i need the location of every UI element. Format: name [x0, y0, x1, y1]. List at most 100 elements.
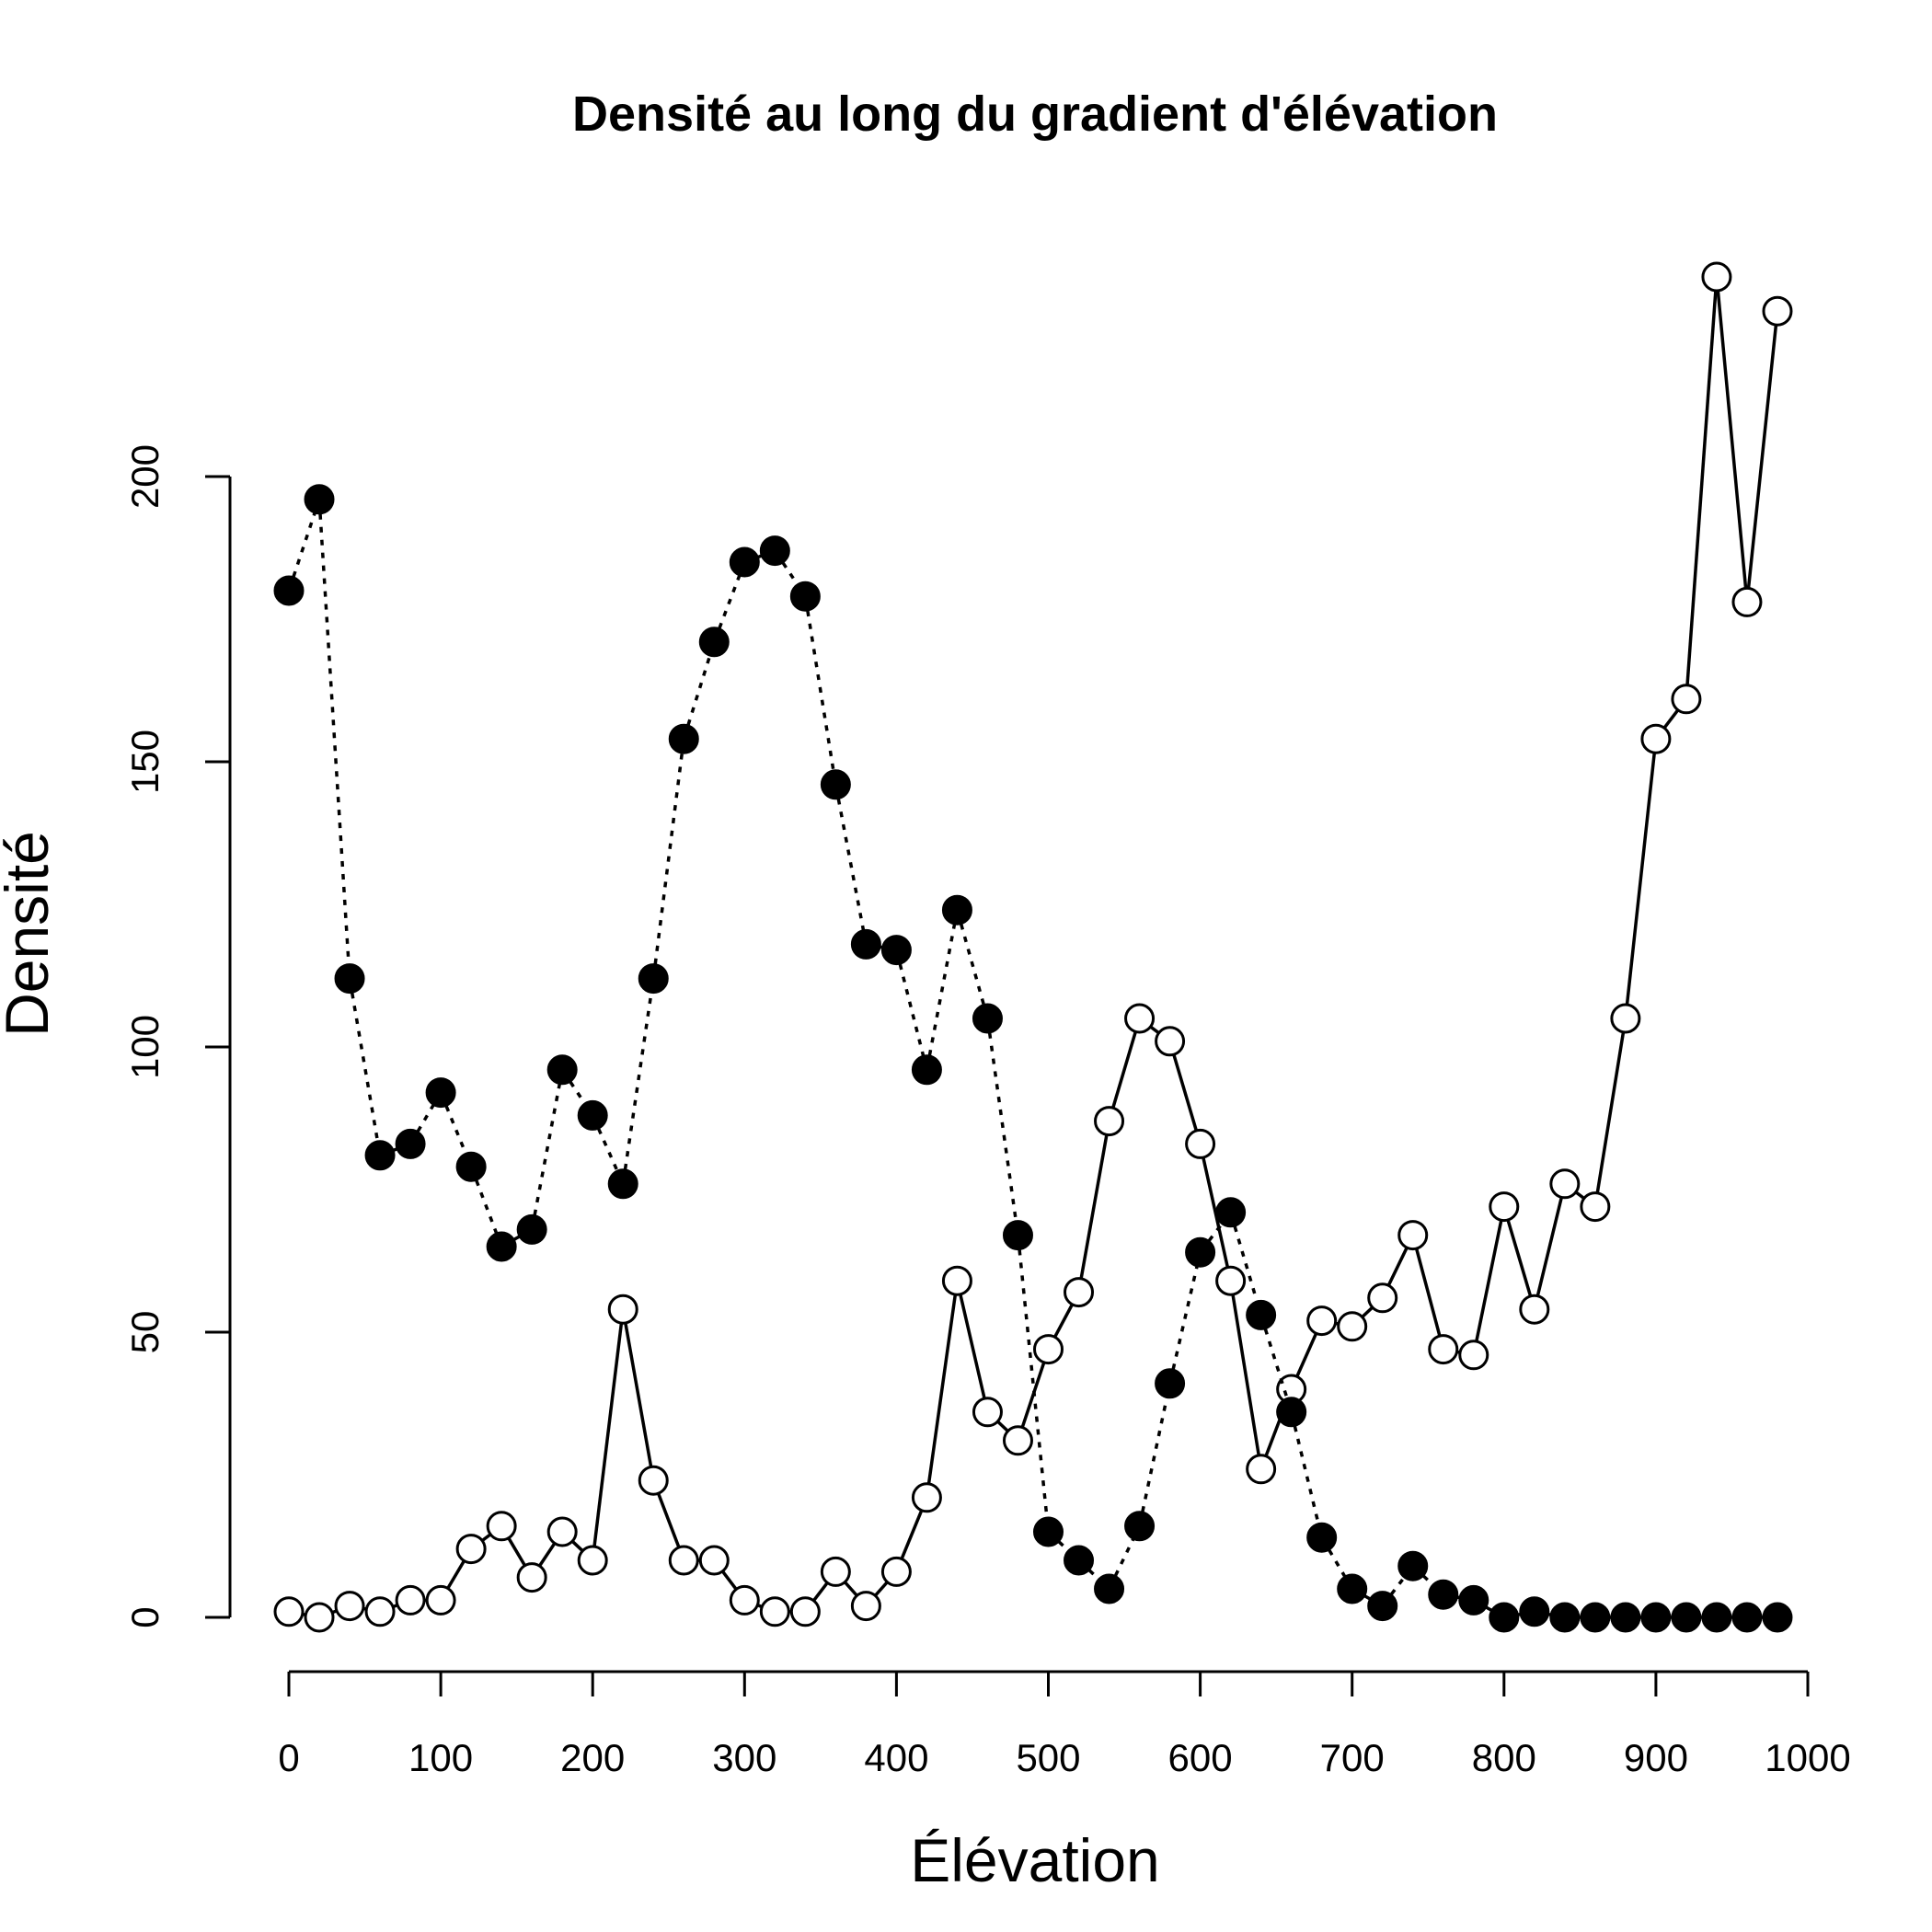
series-1-segment	[1018, 1249, 1049, 1518]
series-2-segment	[1663, 709, 1679, 729]
series-1-segment	[393, 1147, 397, 1152]
data-point-filled	[1155, 1368, 1186, 1399]
data-point-open	[1731, 586, 1763, 617]
x-axis-title: Élévation	[910, 1826, 1160, 1894]
series-2-segment	[1264, 1402, 1288, 1456]
series-1-segment	[444, 1105, 467, 1155]
data-point-open	[607, 1294, 638, 1325]
data-point-filled	[607, 1168, 638, 1200]
data-point-open	[1306, 1305, 1338, 1337]
series-2-segment	[1746, 325, 1778, 588]
y-axis-title: Densité	[0, 831, 61, 1037]
series-1-segment	[1263, 1328, 1289, 1399]
data-point-filled	[516, 1213, 547, 1245]
data-point-filled	[880, 935, 912, 966]
x-axis: 0 100 200 300 400 500 600 700 800 900 1000	[278, 1670, 1851, 1779]
series-2	[273, 261, 1793, 1633]
x-tick-label: 300	[712, 1736, 776, 1779]
data-point-open	[1762, 295, 1793, 327]
series-2-segment	[1079, 1135, 1109, 1279]
x-tick-label: 400	[864, 1736, 928, 1779]
series-2-segment	[1535, 1197, 1563, 1296]
series-2-segment	[874, 1581, 889, 1596]
series-2-segment	[538, 1543, 556, 1567]
series-1-segment	[927, 924, 957, 1056]
data-point-filled	[395, 1128, 426, 1159]
data-point-filled	[1458, 1584, 1489, 1616]
series-1-segment	[1087, 1569, 1100, 1581]
series-1-segment	[569, 1081, 586, 1105]
series-2-segment	[446, 1560, 466, 1589]
data-point-filled	[1215, 1197, 1247, 1228]
data-point-open	[1458, 1340, 1489, 1371]
x-tick-label: 600	[1168, 1736, 1233, 1779]
x-tick-label: 700	[1320, 1736, 1385, 1779]
data-point-open	[972, 1397, 1003, 1428]
data-point-open	[1580, 1191, 1611, 1223]
series-1-segment	[1422, 1574, 1434, 1586]
data-point-filled	[698, 627, 730, 658]
x-tick-label: 200	[560, 1736, 625, 1779]
y-ticks: 0 50 100 150 200	[123, 444, 230, 1628]
data-point-filled	[820, 769, 851, 800]
series-2-segment	[1111, 1031, 1137, 1108]
x-tick-label: 500	[1016, 1736, 1080, 1779]
data-point-filled	[1701, 1602, 1732, 1633]
data-point-filled	[1489, 1602, 1520, 1633]
data-point-filled	[1519, 1596, 1550, 1627]
data-point-open	[1640, 723, 1672, 754]
series-2-segment	[926, 1294, 957, 1484]
data-point-open	[1094, 1106, 1125, 1137]
data-point-open	[668, 1545, 699, 1576]
data-point-open	[546, 1516, 578, 1547]
data-point-filled	[1731, 1602, 1763, 1633]
series-2-segment	[1625, 753, 1656, 1005]
data-point-open	[729, 1584, 760, 1616]
data-point-open	[789, 1596, 821, 1627]
series-2-segment	[1231, 1294, 1260, 1455]
data-point-filled	[729, 546, 760, 578]
series-1-segment	[318, 513, 351, 964]
series-2-segment	[996, 1420, 1009, 1432]
series-2-segment	[1295, 1333, 1317, 1377]
data-point-open	[1610, 1003, 1641, 1034]
series-1-segment	[351, 993, 380, 1142]
x-tick-label: 1000	[1765, 1736, 1850, 1779]
series-1-segment	[292, 512, 316, 578]
series-1-segment	[623, 993, 653, 1170]
series-1-segment	[1113, 1538, 1135, 1577]
data-point-open	[273, 1596, 305, 1627]
data-point-filled	[1580, 1602, 1611, 1633]
data-point-open	[425, 1584, 456, 1616]
series-2-segment	[393, 1604, 397, 1608]
series-2-segment	[657, 1493, 681, 1547]
x-tick-label: 100	[408, 1736, 473, 1779]
x-tick-label: 900	[1624, 1736, 1688, 1779]
series-1-segment	[1171, 1266, 1199, 1370]
data-point-open	[880, 1556, 912, 1587]
data-point-filled	[1094, 1573, 1125, 1604]
data-point-open	[364, 1596, 396, 1627]
data-point-filled	[1033, 1516, 1064, 1547]
series-1-segment	[898, 963, 926, 1056]
y-axis: 0 50 100 150 200	[123, 444, 232, 1628]
data-point-open	[304, 1602, 335, 1633]
series-2-segment	[1053, 1304, 1074, 1338]
series-2-segment	[1595, 1032, 1626, 1193]
data-point-filled	[941, 894, 972, 926]
series-1-segment	[806, 610, 835, 771]
plot-series	[273, 261, 1793, 1633]
series-1-segment	[836, 799, 866, 931]
data-point-open	[850, 1591, 881, 1622]
data-point-filled	[1610, 1602, 1641, 1633]
data-point-open	[1337, 1311, 1368, 1342]
data-point-filled	[546, 1054, 578, 1086]
chart-title: Densité au long du gradient d'élévation	[572, 86, 1498, 142]
data-point-filled	[638, 963, 669, 995]
y-tick-label: 50	[123, 1311, 167, 1354]
series-1-segment	[757, 554, 762, 559]
x-tick-label: 800	[1472, 1736, 1536, 1779]
data-point-filled	[1397, 1550, 1429, 1581]
data-point-filled	[1246, 1299, 1277, 1330]
